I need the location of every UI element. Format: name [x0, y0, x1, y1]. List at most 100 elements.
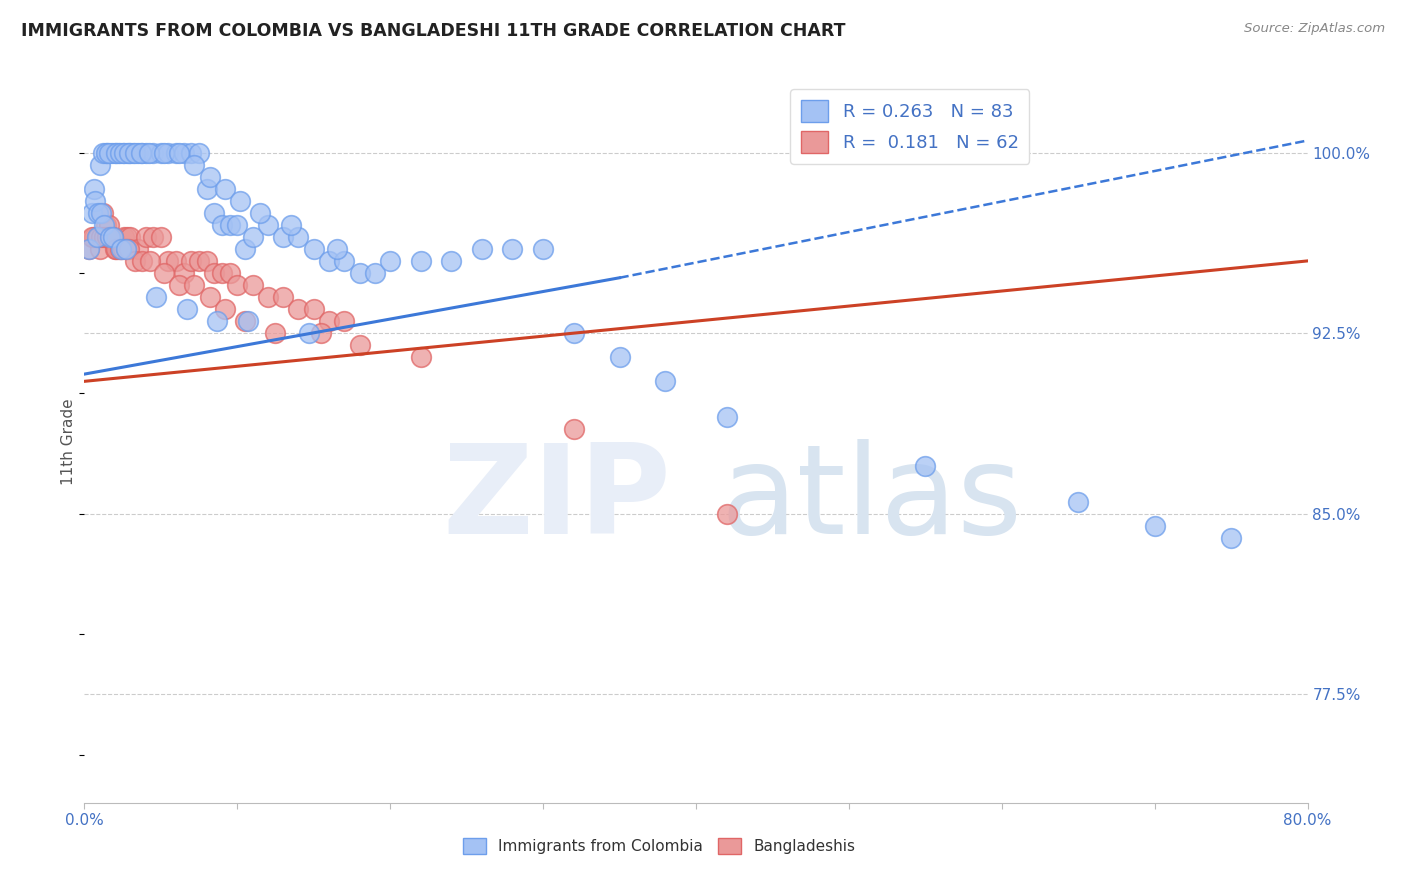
- Point: [105, 145, 128, 160]
- Point: [131, 253, 153, 268]
- Point: [103, 229, 125, 244]
- Point: [111, 242, 134, 256]
- Point: [188, 253, 211, 268]
- Point: [80, 229, 103, 244]
- Point: [104, 145, 127, 160]
- Point: [80, 205, 103, 219]
- Point: [165, 253, 187, 268]
- Point: [120, 229, 142, 244]
- Point: [280, 218, 302, 232]
- Point: [188, 145, 211, 160]
- Point: [93, 218, 115, 232]
- Point: [311, 326, 333, 340]
- Point: [609, 350, 631, 364]
- Point: [364, 266, 387, 280]
- Point: [471, 242, 494, 256]
- Point: [97, 218, 120, 232]
- Point: [226, 277, 249, 292]
- Point: [440, 253, 463, 268]
- Point: [86, 229, 108, 244]
- Point: [142, 145, 165, 160]
- Point: [83, 229, 105, 244]
- Text: IMMIGRANTS FROM COLOMBIA VS BANGLADESHI 11TH GRADE CORRELATION CHART: IMMIGRANTS FROM COLOMBIA VS BANGLADESHI …: [21, 22, 845, 40]
- Point: [118, 242, 141, 256]
- Point: [173, 145, 195, 160]
- Point: [198, 290, 221, 304]
- Point: [180, 253, 202, 268]
- Point: [333, 253, 356, 268]
- Point: [124, 253, 146, 268]
- Point: [129, 145, 152, 160]
- Point: [90, 205, 112, 219]
- Point: [91, 205, 114, 219]
- Point: [180, 145, 202, 160]
- Point: [135, 145, 157, 160]
- Point: [110, 242, 132, 256]
- Point: [124, 145, 146, 160]
- Point: [176, 301, 198, 316]
- Point: [183, 277, 205, 292]
- Point: [167, 277, 190, 292]
- Point: [86, 229, 108, 244]
- Point: [1143, 518, 1166, 533]
- Point: [115, 145, 138, 160]
- Point: [91, 145, 114, 160]
- Point: [94, 218, 117, 232]
- Point: [108, 145, 131, 160]
- Point: [107, 242, 129, 256]
- Point: [77, 242, 100, 256]
- Point: [93, 229, 115, 244]
- Point: [195, 181, 218, 195]
- Point: [257, 218, 280, 232]
- Point: [149, 229, 172, 244]
- Point: [112, 145, 135, 160]
- Point: [153, 266, 176, 280]
- Point: [249, 205, 271, 219]
- Point: [195, 253, 218, 268]
- Point: [122, 145, 145, 160]
- Point: [531, 242, 554, 256]
- Point: [87, 205, 110, 219]
- Point: [98, 229, 121, 244]
- Text: atlas: atlas: [720, 439, 1022, 560]
- Point: [318, 253, 340, 268]
- Point: [127, 145, 149, 160]
- Point: [271, 229, 294, 244]
- Point: [111, 145, 134, 160]
- Point: [114, 242, 136, 256]
- Point: [96, 145, 118, 160]
- Point: [101, 145, 124, 160]
- Point: [562, 422, 585, 436]
- Point: [325, 242, 347, 256]
- Point: [84, 194, 107, 208]
- Point: [112, 229, 135, 244]
- Point: [90, 229, 112, 244]
- Point: [142, 229, 165, 244]
- Point: [242, 229, 264, 244]
- Point: [502, 242, 524, 256]
- Point: [409, 253, 432, 268]
- Point: [202, 266, 225, 280]
- Point: [214, 301, 236, 316]
- Point: [333, 314, 356, 328]
- Point: [157, 253, 180, 268]
- Point: [302, 242, 325, 256]
- Point: [127, 242, 149, 256]
- Point: [233, 242, 256, 256]
- Point: [302, 301, 325, 316]
- Point: [287, 229, 309, 244]
- Point: [96, 229, 118, 244]
- Point: [914, 458, 936, 473]
- Point: [173, 266, 195, 280]
- Point: [242, 277, 264, 292]
- Point: [97, 145, 120, 160]
- Point: [271, 290, 294, 304]
- Point: [114, 242, 136, 256]
- Point: [1220, 531, 1243, 545]
- Point: [131, 145, 153, 160]
- Point: [115, 229, 138, 244]
- Point: [157, 145, 180, 160]
- Point: [149, 145, 172, 160]
- Point: [236, 314, 259, 328]
- Point: [101, 229, 124, 244]
